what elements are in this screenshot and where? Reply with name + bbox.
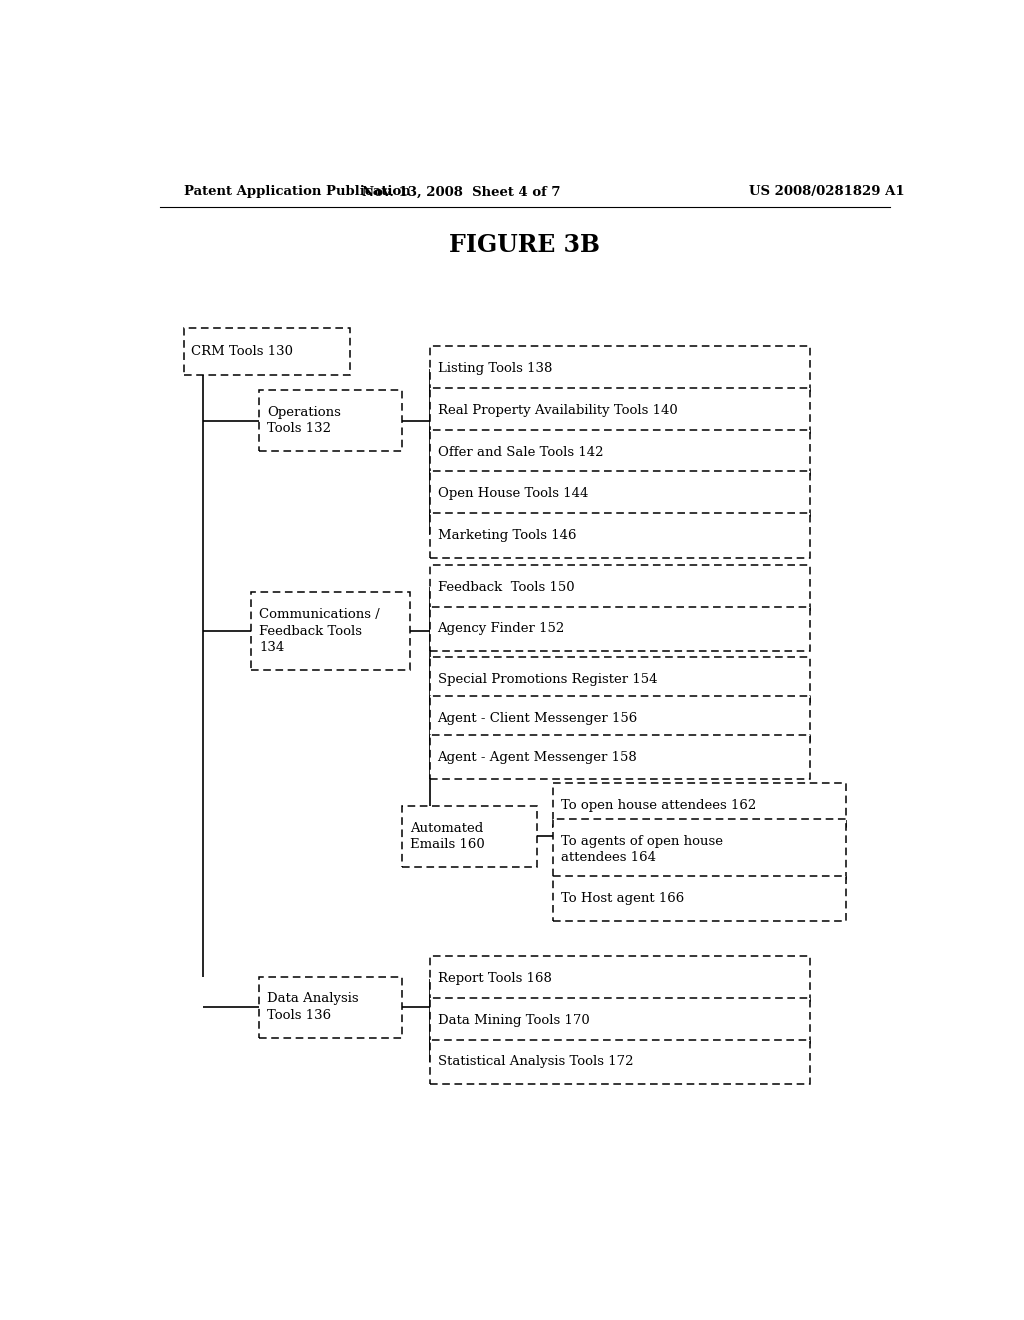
Text: Communications /
Feedback Tools
134: Communications / Feedback Tools 134 bbox=[259, 609, 380, 653]
Text: Special Promotions Register 154: Special Promotions Register 154 bbox=[437, 673, 657, 686]
Text: US 2008/0281829 A1: US 2008/0281829 A1 bbox=[749, 185, 904, 198]
FancyBboxPatch shape bbox=[553, 818, 846, 880]
Text: Data Mining Tools 170: Data Mining Tools 170 bbox=[437, 1014, 589, 1027]
Text: Real Property Availability Tools 140: Real Property Availability Tools 140 bbox=[437, 404, 677, 417]
Text: Open House Tools 144: Open House Tools 144 bbox=[437, 487, 588, 500]
Text: To Host agent 166: To Host agent 166 bbox=[560, 892, 684, 904]
Text: Offer and Sale Tools 142: Offer and Sale Tools 142 bbox=[437, 446, 603, 458]
FancyBboxPatch shape bbox=[251, 593, 410, 669]
Text: Agent - Agent Messenger 158: Agent - Agent Messenger 158 bbox=[437, 751, 637, 763]
FancyBboxPatch shape bbox=[553, 784, 846, 828]
Text: Agent - Client Messenger 156: Agent - Client Messenger 156 bbox=[437, 711, 638, 725]
FancyBboxPatch shape bbox=[430, 1040, 811, 1084]
FancyBboxPatch shape bbox=[430, 430, 811, 474]
FancyBboxPatch shape bbox=[430, 388, 811, 433]
FancyBboxPatch shape bbox=[430, 956, 811, 1001]
Text: Automated
Emails 160: Automated Emails 160 bbox=[410, 821, 484, 851]
Text: Feedback  Tools 150: Feedback Tools 150 bbox=[437, 581, 574, 594]
FancyBboxPatch shape bbox=[430, 696, 811, 741]
FancyBboxPatch shape bbox=[430, 565, 811, 610]
FancyBboxPatch shape bbox=[430, 657, 811, 702]
Text: Report Tools 168: Report Tools 168 bbox=[437, 972, 551, 985]
Text: FIGURE 3B: FIGURE 3B bbox=[450, 232, 600, 257]
FancyBboxPatch shape bbox=[430, 735, 811, 779]
FancyBboxPatch shape bbox=[553, 876, 846, 921]
Text: Patent Application Publication: Patent Application Publication bbox=[183, 185, 411, 198]
FancyBboxPatch shape bbox=[430, 471, 811, 516]
FancyBboxPatch shape bbox=[183, 329, 350, 375]
FancyBboxPatch shape bbox=[430, 513, 811, 558]
Text: Nov. 13, 2008  Sheet 4 of 7: Nov. 13, 2008 Sheet 4 of 7 bbox=[362, 185, 560, 198]
FancyBboxPatch shape bbox=[430, 607, 811, 651]
Text: Listing Tools 138: Listing Tools 138 bbox=[437, 362, 552, 375]
Text: Agency Finder 152: Agency Finder 152 bbox=[437, 623, 565, 635]
Text: Operations
Tools 132: Operations Tools 132 bbox=[267, 405, 341, 436]
FancyBboxPatch shape bbox=[430, 346, 811, 391]
Text: Data Analysis
Tools 136: Data Analysis Tools 136 bbox=[267, 993, 358, 1022]
FancyBboxPatch shape bbox=[259, 977, 401, 1038]
FancyBboxPatch shape bbox=[401, 805, 537, 867]
Text: CRM Tools 130: CRM Tools 130 bbox=[191, 345, 294, 358]
FancyBboxPatch shape bbox=[259, 391, 401, 451]
Text: Statistical Analysis Tools 172: Statistical Analysis Tools 172 bbox=[437, 1056, 633, 1068]
Text: To open house attendees 162: To open house attendees 162 bbox=[560, 800, 756, 812]
FancyBboxPatch shape bbox=[430, 998, 811, 1043]
Text: Marketing Tools 146: Marketing Tools 146 bbox=[437, 529, 577, 543]
Text: To agents of open house
attendees 164: To agents of open house attendees 164 bbox=[560, 834, 723, 865]
